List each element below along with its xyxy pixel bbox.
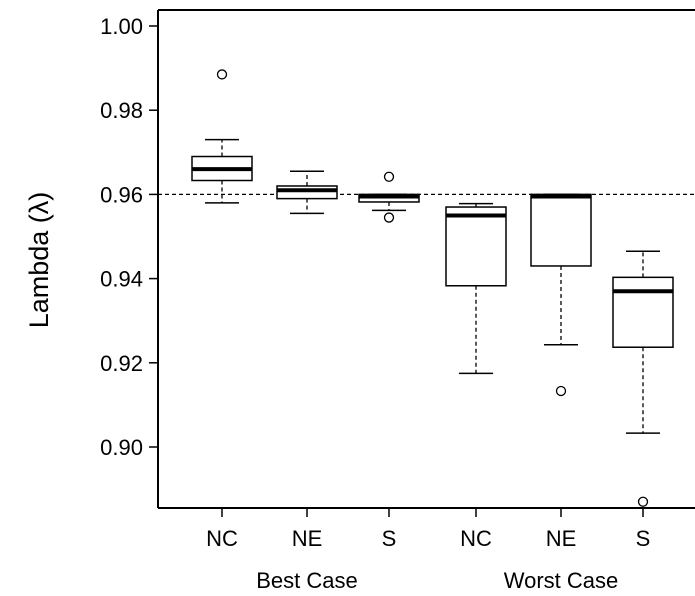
x-tick-label: NC — [460, 526, 492, 551]
y-tick-label: 1.00 — [100, 14, 143, 39]
y-tick-label: 0.96 — [100, 182, 143, 207]
outlier-point — [555, 385, 567, 397]
x-tick-label: S — [382, 526, 397, 551]
box-iqr — [530, 193, 592, 267]
outlier-point — [383, 171, 395, 182]
y-tick-label: 0.92 — [100, 351, 143, 376]
plot-area: 1.00 0.98 0.96 0.94 0.92 0.90 NC NE S NC NE S — [100, 9, 695, 551]
outlier-point — [383, 212, 395, 223]
y-tick-label: 0.98 — [100, 98, 143, 123]
y-axis-title: Lambda (λ) — [24, 192, 54, 329]
box-iqr — [445, 206, 507, 287]
outlier-point — [216, 69, 228, 80]
y-tick-label: 0.94 — [100, 267, 143, 292]
x-tick-label: NE — [292, 526, 323, 551]
y-tick-label: 0.90 — [100, 435, 143, 460]
group-label-worst-case: Worst Case — [504, 568, 619, 593]
x-tick-label: NC — [206, 526, 238, 551]
group-label-best-case: Best Case — [256, 568, 358, 593]
x-tick-label: S — [636, 526, 651, 551]
outlier-point — [637, 496, 649, 507]
box-iqr — [276, 185, 338, 200]
x-tick-label: NE — [546, 526, 577, 551]
box-iqr — [612, 276, 674, 348]
